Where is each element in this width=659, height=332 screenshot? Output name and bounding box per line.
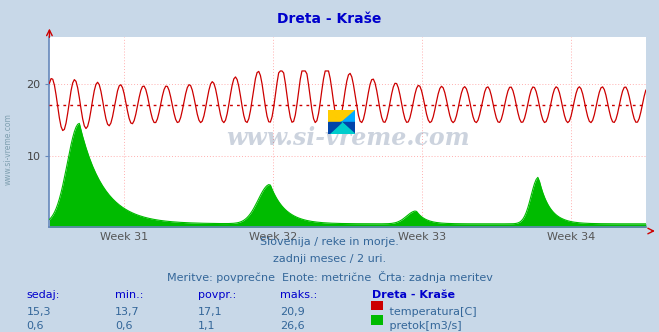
Text: Dreta - Kraše: Dreta - Kraše [277,12,382,26]
Text: Dreta - Kraše: Dreta - Kraše [372,290,455,300]
Text: 17,1: 17,1 [198,307,222,317]
Text: maks.:: maks.: [280,290,318,300]
Polygon shape [328,110,341,122]
Text: temperatura[C]: temperatura[C] [386,307,477,317]
Text: povpr.:: povpr.: [198,290,236,300]
Polygon shape [341,122,355,134]
Text: sedaj:: sedaj: [26,290,60,300]
Text: 0,6: 0,6 [26,321,44,331]
Text: 0,6: 0,6 [115,321,133,331]
Text: min.:: min.: [115,290,144,300]
Polygon shape [341,110,355,122]
Text: 20,9: 20,9 [280,307,305,317]
Text: Slovenija / reke in morje.: Slovenija / reke in morje. [260,237,399,247]
Text: pretok[m3/s]: pretok[m3/s] [386,321,462,331]
Text: 13,7: 13,7 [115,307,140,317]
Text: www.si-vreme.com: www.si-vreme.com [226,126,469,150]
Polygon shape [328,122,355,134]
Text: Meritve: povprečne  Enote: metrične  Črta: zadnja meritev: Meritve: povprečne Enote: metrične Črta:… [167,271,492,283]
Text: 15,3: 15,3 [26,307,51,317]
Polygon shape [328,122,341,134]
Text: www.si-vreme.com: www.si-vreme.com [4,114,13,185]
Text: 1,1: 1,1 [198,321,215,331]
Text: 26,6: 26,6 [280,321,304,331]
Text: zadnji mesec / 2 uri.: zadnji mesec / 2 uri. [273,254,386,264]
Polygon shape [328,110,355,122]
